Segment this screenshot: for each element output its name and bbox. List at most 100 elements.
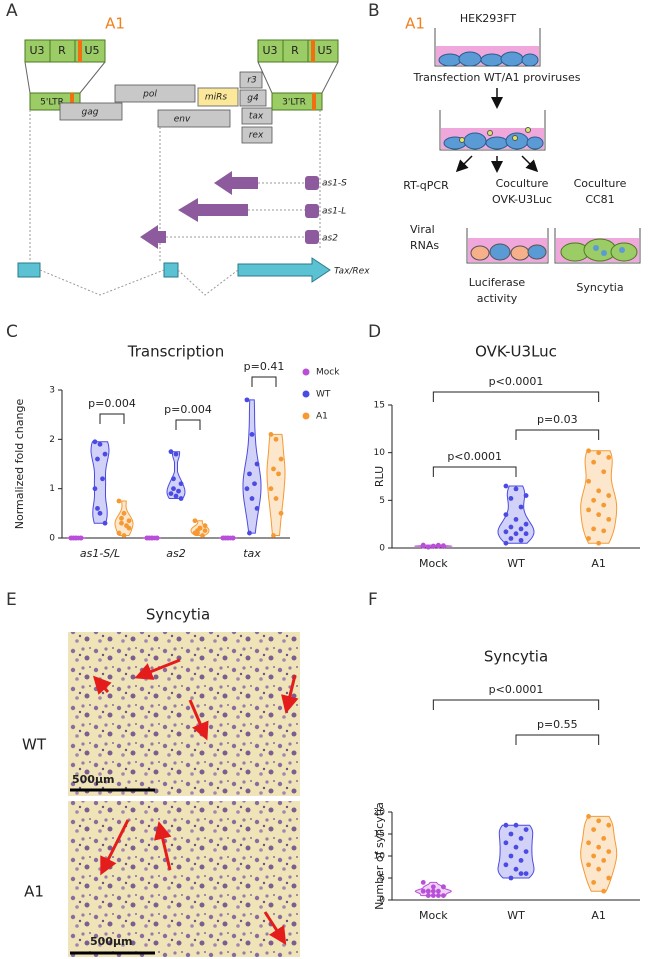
- data-point: [254, 461, 260, 467]
- x-tick-label: Mock: [419, 909, 448, 922]
- data-point: [503, 529, 509, 535]
- x-tick-label: as2: [166, 547, 185, 560]
- data-point: [601, 502, 607, 508]
- data-point: [195, 528, 200, 533]
- data-point: [596, 488, 602, 494]
- panel-label: D: [368, 322, 381, 342]
- data-point: [586, 536, 591, 541]
- y-axis-label: Normalized fold change: [13, 399, 26, 530]
- data-point: [591, 526, 597, 532]
- step-label: Transfection WT/A1 proviruses: [413, 71, 581, 84]
- data-point: [116, 530, 122, 536]
- cell-line: HEK293FT: [460, 12, 517, 25]
- ltr-region: U5: [84, 44, 99, 57]
- data-point: [591, 827, 597, 832]
- data-point: [121, 510, 127, 516]
- data-point: [192, 518, 198, 524]
- panel-labels: A B C D E F: [6, 1, 381, 610]
- data-point: [78, 535, 84, 541]
- data-point: [100, 476, 105, 482]
- data-point: [503, 540, 509, 546]
- micrographs: Syncytia WT A1 500µm 500µm: [22, 606, 300, 957]
- data-point: [606, 875, 612, 881]
- data-point: [586, 478, 591, 484]
- chart-title: OVK-U3Luc: [475, 343, 557, 361]
- significance-bracket: [175, 419, 201, 430]
- data-point: [606, 455, 612, 460]
- strain-label: A1: [405, 15, 425, 33]
- ltr-region: U5: [317, 44, 332, 57]
- data-point: [591, 880, 597, 885]
- data-point: [596, 844, 602, 850]
- data-point: [95, 506, 100, 511]
- data-point: [601, 469, 607, 475]
- data-point: [420, 543, 426, 549]
- data-point: [223, 535, 228, 541]
- data-point: [176, 488, 181, 494]
- data-point: [591, 853, 597, 859]
- charts: Transcription Normalized fold change 0 1 2 3 a…: [13, 343, 640, 922]
- branch-label: RT-qPCR: [403, 179, 449, 192]
- data-point: [435, 888, 441, 894]
- violin: [497, 485, 535, 544]
- y-tick-label: 20: [374, 808, 386, 818]
- data-point: [518, 526, 524, 532]
- panel-label: A: [6, 1, 18, 21]
- data-point: [441, 884, 446, 890]
- y-tick-label: 10: [374, 448, 386, 458]
- y-tick-label: 5: [379, 874, 385, 884]
- panel-label: C: [6, 322, 18, 342]
- data-point: [523, 493, 529, 498]
- data-point: [518, 871, 524, 876]
- data-point: [518, 537, 524, 543]
- data-point: [278, 456, 284, 462]
- p-value: p<0.0001: [489, 683, 544, 696]
- data-point: [503, 512, 509, 518]
- significance-bracket: [432, 466, 517, 477]
- p-value: p<0.0001: [489, 375, 544, 388]
- violin: [90, 441, 110, 524]
- micrograph: [68, 632, 300, 796]
- gene-label: 3'LTR: [282, 98, 306, 108]
- data-point: [586, 814, 591, 819]
- data-point: [523, 521, 529, 527]
- data-point: [425, 544, 431, 550]
- data-point: [441, 893, 446, 898]
- data-point: [147, 535, 152, 541]
- data-point: [247, 530, 252, 536]
- data-point: [596, 818, 602, 824]
- data-point: [430, 893, 436, 898]
- ltr-region: R: [58, 44, 66, 57]
- genome-diagram: A1 A1 U3 R U5 U3 R U5 5'LTR gag pol env …: [17, 15, 425, 296]
- data-point: [435, 543, 441, 549]
- data-point: [601, 836, 607, 841]
- gene-label: env: [174, 115, 191, 125]
- outcome-label: RNAs: [410, 239, 439, 252]
- transcript-label: as1-S: [322, 179, 347, 189]
- data-point: [586, 507, 591, 513]
- x-tick-label: Mock: [419, 557, 448, 570]
- violin: [242, 399, 262, 534]
- data-point: [601, 858, 607, 863]
- data-point: [178, 481, 184, 487]
- legend-label: Mock: [316, 368, 340, 378]
- legend-label: A1: [316, 412, 328, 422]
- legend-label: WT: [316, 390, 331, 400]
- data-point: [503, 822, 509, 828]
- y-axis-label: Number of syncytia: [373, 802, 386, 910]
- x-tick-label: A1: [591, 909, 606, 922]
- data-point: [586, 862, 591, 868]
- data-point: [513, 844, 519, 850]
- data-point: [523, 849, 529, 854]
- data-point: [252, 481, 257, 487]
- ltr-box: [257, 39, 339, 63]
- data-point: [97, 441, 103, 447]
- p-value: p=0.55: [537, 718, 578, 731]
- scale-bar: 500µm: [90, 935, 133, 948]
- data-point: [200, 533, 205, 538]
- x-tick-label: WT: [507, 557, 525, 570]
- branch-label: CC81: [585, 193, 614, 206]
- p-value: p=0.004: [88, 397, 136, 410]
- ltr-region: R: [291, 44, 299, 57]
- data-point: [273, 496, 279, 501]
